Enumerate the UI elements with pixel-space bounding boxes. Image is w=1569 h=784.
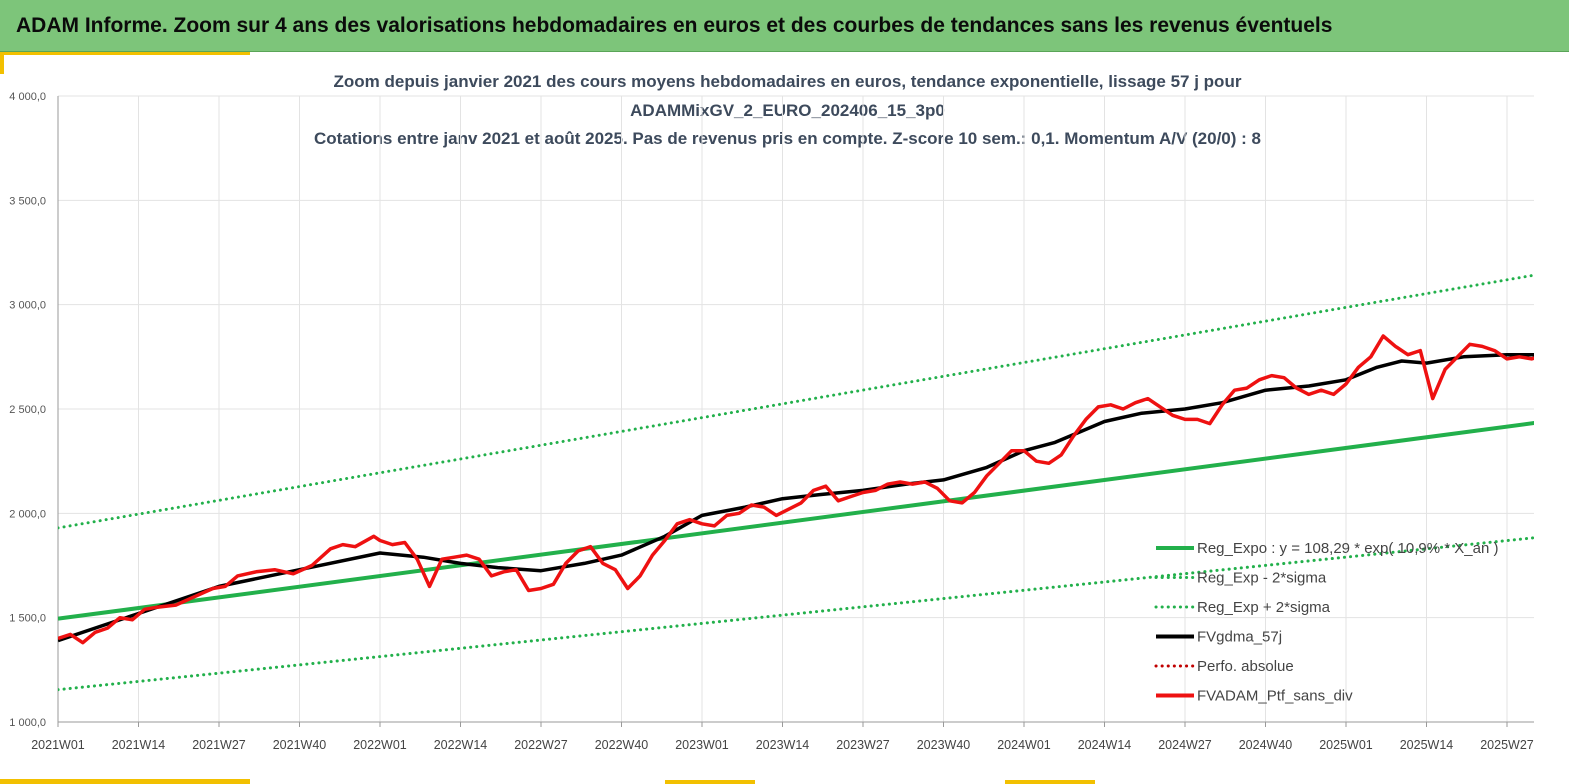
legend-label: Reg_Exp - 2*sigma bbox=[1197, 570, 1327, 587]
x-tick-label: 2021W40 bbox=[273, 738, 327, 752]
y-tick-label: 3 500,0 bbox=[9, 195, 46, 207]
title-banner: ADAM Informe. Zoom sur 4 ans des valoris… bbox=[0, 0, 1569, 52]
corner-accent-top-left bbox=[0, 52, 4, 74]
series-fvgdma-57j-line bbox=[58, 352, 1534, 643]
x-tick-label: 2022W27 bbox=[514, 738, 568, 752]
x-tick-label: 2025W01 bbox=[1319, 738, 1373, 752]
x-tick-label: 2024W01 bbox=[997, 738, 1051, 752]
y-tick-label: 1 000,0 bbox=[9, 717, 46, 729]
series-reg-exp-minus-2sigma-line bbox=[58, 536, 1534, 692]
y-tick-label: 1 500,0 bbox=[9, 613, 46, 625]
x-tick-label: 2021W27 bbox=[192, 738, 246, 752]
chart-title-line-1: Zoom depuis janvier 2021 des cours moyen… bbox=[333, 72, 1242, 91]
chart-title-line-2: ADAMMixGV_2_EURO_202406_15_3p0 bbox=[630, 101, 945, 120]
corner-accent-bottom-mid bbox=[665, 780, 755, 784]
x-tick-label: 2021W14 bbox=[112, 738, 166, 752]
x-tick-label: 2022W40 bbox=[595, 738, 649, 752]
legend-label: FVADAM_Ptf_sans_div bbox=[1197, 688, 1353, 705]
x-tick-label: 2021W01 bbox=[31, 738, 85, 752]
legend-label: FVgdma_57j bbox=[1197, 629, 1282, 646]
legend-label: Reg_Expo : y = 108,29 * exp( 10,9% * X_a… bbox=[1197, 540, 1498, 557]
corner-accent-top-strip bbox=[0, 52, 250, 55]
x-tick-label: 2024W27 bbox=[1158, 738, 1212, 752]
x-tick-label: 2023W14 bbox=[756, 738, 810, 752]
y-tick-label: 2 500,0 bbox=[9, 404, 46, 416]
legend-label: Perfo. absolue bbox=[1197, 658, 1294, 675]
banner-title: ADAM Informe. Zoom sur 4 ans des valoris… bbox=[16, 14, 1333, 37]
x-tick-label: 2022W01 bbox=[353, 738, 407, 752]
x-tick-label: 2023W01 bbox=[675, 738, 729, 752]
x-tick-label: 2024W40 bbox=[1239, 738, 1293, 752]
series-reg-expo-line bbox=[58, 421, 1534, 621]
x-tick-label: 2025W27 bbox=[1480, 738, 1534, 752]
x-tick-label: 2024W14 bbox=[1078, 738, 1132, 752]
y-tick-label: 3 000,0 bbox=[9, 300, 46, 312]
series-reg-exp-plus-2sigma-line bbox=[58, 273, 1534, 530]
x-tick-label: 2022W14 bbox=[434, 738, 488, 752]
corner-accent-bottom-right bbox=[1005, 780, 1095, 784]
legend-label: Reg_Exp + 2*sigma bbox=[1197, 599, 1331, 616]
x-tick-label: 2023W27 bbox=[836, 738, 890, 752]
x-tick-label: 2023W40 bbox=[917, 738, 971, 752]
series-fvadam-ptf-line bbox=[58, 334, 1534, 645]
corner-accent-bottom-left bbox=[0, 779, 250, 784]
y-tick-label: 2 000,0 bbox=[9, 508, 46, 520]
y-tick-label: 4 000,0 bbox=[9, 91, 46, 103]
x-tick-label: 2025W14 bbox=[1400, 738, 1454, 752]
